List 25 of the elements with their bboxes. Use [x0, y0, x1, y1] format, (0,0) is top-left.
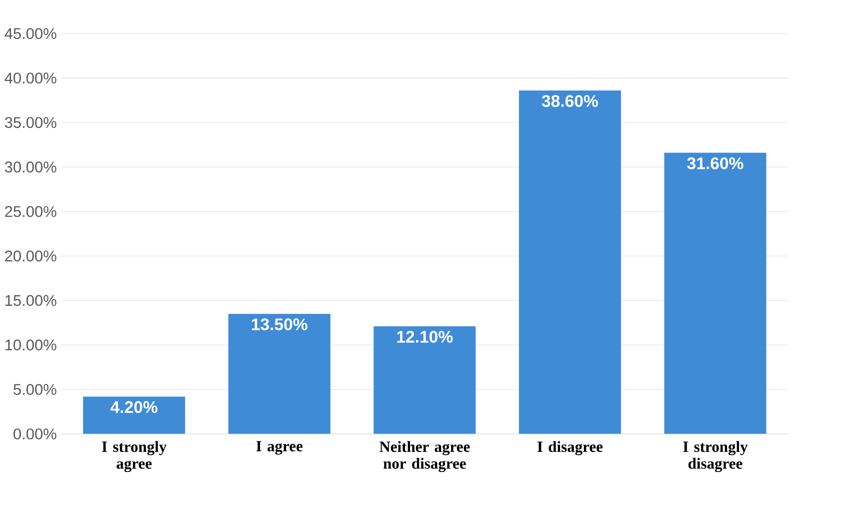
x-tick-label: I disagree	[537, 440, 603, 456]
bar	[374, 326, 476, 434]
y-tick-label: 10.00%	[5, 339, 56, 350]
y-tick-label: 5.00%	[14, 384, 56, 395]
x-tick-label: I strongly agree	[102, 440, 167, 472]
y-tick-label: 0.00%	[14, 428, 56, 440]
bar	[664, 152, 766, 434]
y-tick-label: 25.00%	[5, 206, 56, 217]
y-tick-label: 20.00%	[5, 250, 56, 262]
y-tick-label: 15.00%	[5, 294, 56, 306]
data-label: 4.20%	[110, 400, 158, 413]
x-tick-label: I agree	[256, 440, 303, 454]
bar	[83, 396, 186, 434]
y-tick-label: 35.00%	[4, 116, 56, 128]
y-tick-label: 30.00%	[4, 161, 56, 172]
bar	[228, 314, 330, 434]
x-tick-label: Neither agree nor disagree	[380, 440, 470, 472]
data-label: 38.60%	[542, 94, 598, 107]
data-label: 12.10%	[397, 330, 453, 342]
x-tick-label: I strongly disagree	[683, 440, 748, 472]
y-tick-label: 45.00%	[4, 28, 56, 39]
bar	[518, 90, 621, 434]
y-tick-label: 40.00%	[4, 72, 56, 84]
data-label: 31.60%	[687, 157, 744, 170]
data-label: 13.50%	[252, 318, 308, 330]
